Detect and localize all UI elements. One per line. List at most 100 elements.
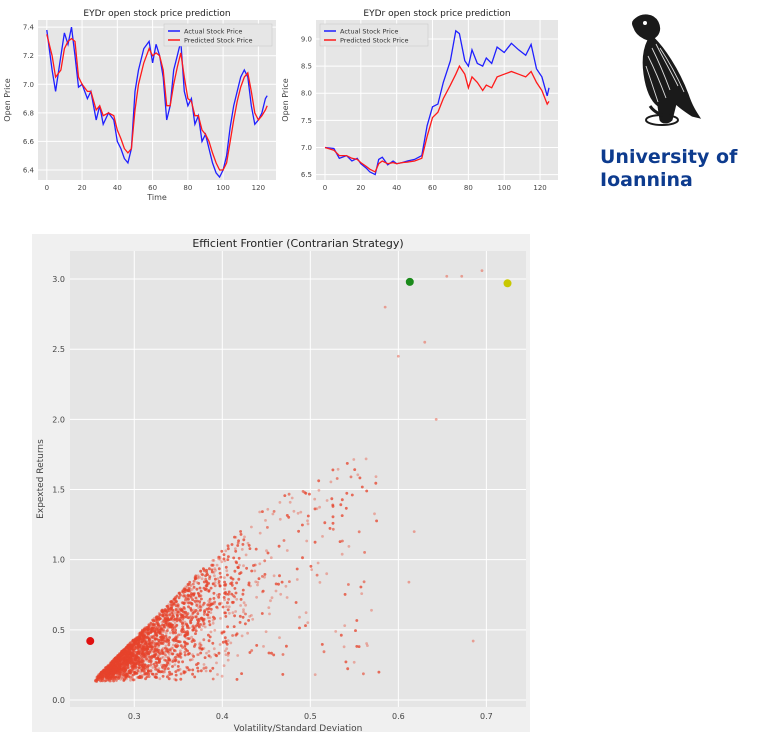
scatter-point: [116, 654, 120, 658]
scatter-point: [132, 649, 136, 652]
scatter-point: [196, 610, 200, 613]
scatter-point: [153, 623, 157, 626]
scatter-point: [115, 664, 118, 668]
scatter-point: [136, 655, 140, 659]
scatter-point: [109, 669, 113, 673]
scatter-point: [199, 589, 203, 593]
scatter-point: [206, 613, 210, 617]
scatter-point: [186, 589, 190, 593]
scatter-point: [196, 574, 200, 578]
scatter-point: [187, 605, 190, 609]
scatter-point: [112, 659, 116, 663]
scatter-point: [224, 592, 228, 596]
scatter-point: [183, 620, 187, 624]
scatter-point: [174, 637, 178, 641]
scatter-point: [140, 660, 144, 664]
scatter-point: [183, 634, 187, 638]
scatter-point: [213, 600, 217, 604]
scatter-point: [239, 604, 243, 607]
scatter-point: [199, 569, 203, 573]
scatter-point: [198, 625, 201, 629]
scatter-point: [126, 659, 129, 663]
scatter-point: [138, 650, 141, 654]
scatter-point: [216, 606, 220, 610]
scatter-point: [130, 655, 134, 659]
scatter-point: [132, 660, 135, 663]
scatter-point: [370, 608, 373, 612]
scatter-point: [262, 645, 265, 648]
scatter-point: [154, 649, 158, 653]
scatter-point: [134, 666, 138, 669]
scatter-point: [211, 641, 215, 645]
scatter-point: [163, 667, 167, 671]
scatter-point: [165, 619, 169, 623]
scatter-point: [114, 663, 117, 667]
scatter-point: [164, 664, 168, 668]
scatter-point: [137, 675, 140, 679]
scatter-point: [189, 621, 192, 624]
scatter-point: [116, 658, 120, 662]
scatter-point: [136, 648, 140, 651]
scatter-point: [177, 640, 181, 644]
scatter-point: [355, 619, 359, 622]
scatter-point: [103, 679, 107, 683]
scatter-point: [189, 608, 193, 611]
scatter-point: [133, 664, 136, 668]
scatter-point: [126, 658, 129, 662]
scatter-point: [154, 657, 158, 661]
scatter-point: [130, 664, 134, 668]
scatter-point: [115, 662, 119, 666]
scatter-point: [114, 669, 117, 673]
scatter-point: [123, 670, 126, 674]
scatter-point: [143, 639, 146, 643]
scatter-point: [167, 662, 171, 666]
scatter-point: [126, 656, 130, 659]
scatter-point: [170, 605, 174, 609]
scatter-point: [202, 647, 206, 650]
scatter-point: [205, 613, 209, 616]
scatter-point: [143, 634, 147, 638]
scatter-point: [119, 659, 123, 662]
scatter-point: [186, 616, 190, 619]
scatter-point: [117, 658, 121, 661]
scatter-point: [194, 624, 198, 628]
scatter-point: [126, 650, 130, 654]
scatter-point: [122, 656, 126, 660]
scatter-point: [176, 665, 180, 668]
scatter-point: [118, 659, 122, 663]
scatter-point: [121, 652, 125, 656]
scatter-point: [104, 675, 108, 679]
scatter-point: [166, 667, 170, 670]
scatter-point: [128, 668, 132, 672]
scatter-point: [132, 666, 136, 670]
scatter-point: [114, 656, 117, 660]
scatter-point: [134, 655, 138, 659]
scatter-point: [157, 616, 160, 619]
scatter-point: [127, 645, 130, 649]
scatter-point: [106, 671, 110, 675]
scatter-point: [213, 628, 217, 632]
scatter-point: [109, 671, 113, 675]
scatter-point: [202, 620, 205, 624]
y-tick-label: 6.5: [301, 171, 312, 179]
scatter-point: [191, 625, 194, 629]
scatter-point: [154, 642, 158, 645]
x-tick-label: 120: [533, 184, 546, 192]
scatter-point: [121, 649, 125, 653]
scatter-point: [152, 634, 156, 638]
scatter-point: [158, 660, 162, 664]
scatter-point: [222, 664, 226, 667]
scatter-point: [115, 663, 119, 667]
scatter-point: [122, 652, 126, 655]
scatter-point: [272, 653, 276, 657]
scatter-point: [128, 659, 131, 663]
scatter-point: [170, 625, 174, 628]
scatter-point: [99, 672, 103, 676]
scatter-point: [102, 671, 105, 675]
scatter-point: [106, 667, 110, 671]
scatter-point: [145, 645, 149, 648]
scatter-point: [170, 672, 174, 676]
scatter-point: [156, 630, 160, 634]
scatter-point: [123, 670, 126, 674]
scatter-point: [194, 615, 198, 619]
